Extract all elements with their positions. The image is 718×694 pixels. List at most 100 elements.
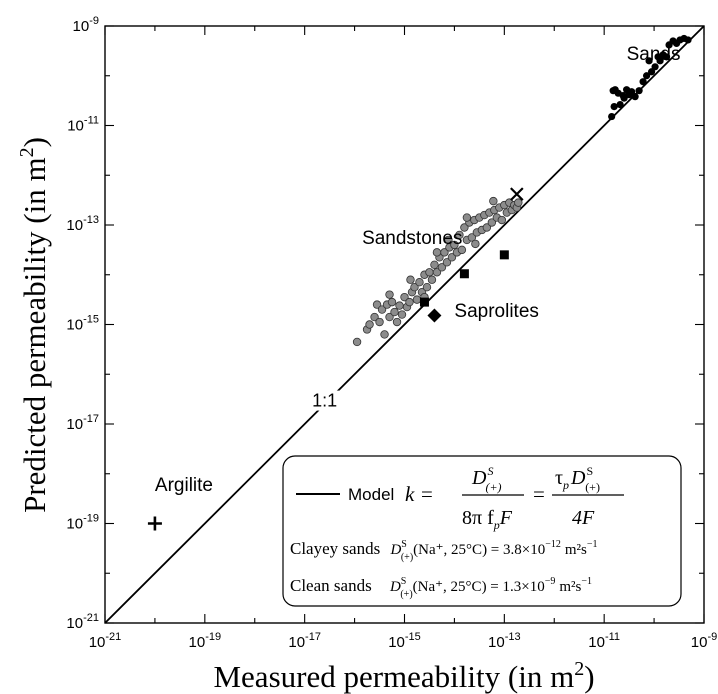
point-argilite <box>147 516 162 531</box>
point-sands <box>662 53 671 61</box>
point-saprolites <box>459 269 469 279</box>
point-sandstones <box>444 235 453 245</box>
formula-den2: 4F <box>572 507 595 529</box>
point-sandstones <box>395 301 404 310</box>
legend: Model k = DS (+) 8π fpF = τp DS (+) 4F Clay… <box>282 455 682 607</box>
point-sandstones <box>397 310 407 319</box>
point-sandstones <box>422 282 432 292</box>
x-tick-label: 10-13 <box>488 631 521 651</box>
point-x-cross <box>510 187 524 201</box>
point-sandstones <box>392 317 402 327</box>
point-sandstones <box>462 213 472 222</box>
point-sands <box>635 87 643 95</box>
y-tick-label: 10-13 <box>66 214 99 234</box>
x-tick-label: 10-15 <box>388 631 421 651</box>
point-sands <box>684 36 692 44</box>
x-tick-label: 10-17 <box>288 631 321 651</box>
point-sandstones <box>385 312 394 322</box>
y-axis-label: Predicted permeability (in m2) <box>16 137 52 513</box>
point-sandstones <box>425 268 434 277</box>
point-sandstones <box>370 312 379 322</box>
point-sandstones <box>514 198 523 207</box>
point-sands <box>609 87 617 95</box>
point-sandstones <box>497 215 507 225</box>
point-sandstones <box>455 230 464 240</box>
point-sandstones <box>489 196 498 206</box>
data-points <box>147 34 692 531</box>
x-tick-label: 10-21 <box>89 631 122 651</box>
point-sands <box>608 112 616 121</box>
y-tick-label: 10-9 <box>73 15 99 35</box>
y-tick-label: 10-19 <box>66 513 99 533</box>
legend-row-clayey: Clayey sands DS (+)(Na⁺, 25°C) = 3.8×10−1… <box>290 539 598 563</box>
point-sands <box>656 57 664 65</box>
point-sands <box>620 94 628 102</box>
formula-den1: 8π fpF <box>462 507 513 532</box>
y-axis-label-text: Predicted permeability (in m <box>17 157 52 513</box>
point-sands <box>651 63 659 71</box>
y-axis-label-sup: 2 <box>16 147 38 157</box>
point-sandstones <box>471 239 480 249</box>
point-sands <box>642 72 651 80</box>
x-tick-label: 10-9 <box>691 631 717 651</box>
point-sandstones <box>487 218 497 227</box>
y-tick-label: 10-11 <box>67 115 99 135</box>
legend-row-clean: Clean sands DS (+)(Na⁺, 25°C) = 1.3×10−9 m… <box>290 576 592 600</box>
point-sandstones <box>427 275 437 284</box>
point-sandstones <box>387 297 397 307</box>
formula-lhs: k = <box>405 482 434 506</box>
point-sands <box>616 101 624 109</box>
axis-ticks: 10-21 10-19 10-17 10-15 10-13 10-11 10-9 10-21 1… <box>66 15 717 651</box>
one-to-one-line-path <box>105 26 704 623</box>
x-axis-label: Measured permeability (in m2) <box>213 658 594 694</box>
point-sandstones <box>372 300 382 309</box>
formula-num1: DS (+) <box>471 464 502 494</box>
legend-formula: k = DS (+) 8π fpF = τp DS (+) 4F <box>405 464 624 532</box>
point-sandstones <box>432 268 442 277</box>
annotation-saprolites: Saprolites <box>454 301 538 322</box>
point-saprolites <box>499 250 509 260</box>
point-sandstones <box>432 248 442 257</box>
point-sandstones <box>412 295 422 304</box>
point-sands <box>610 102 618 111</box>
point-sandstones <box>450 240 459 250</box>
point-sandstones <box>352 337 362 347</box>
point-saprolites <box>419 297 429 307</box>
point-sandstones <box>405 297 414 307</box>
formula-eq2: = <box>533 482 545 506</box>
point-sandstones <box>415 278 424 287</box>
x-axis-label-text: Measured permeability (in m <box>213 659 574 694</box>
legend-box <box>282 455 682 607</box>
one-to-one-label-bg <box>310 390 341 411</box>
point-sandstones <box>380 330 389 339</box>
point-sandstones <box>400 292 409 302</box>
point-sandstones <box>457 245 467 255</box>
point-sandstones <box>406 275 415 284</box>
x-tick-label: 10-11 <box>588 631 620 651</box>
point-sandstones <box>377 305 387 314</box>
point-sands <box>639 78 647 86</box>
annotation-sandstones: Sandstones <box>362 228 462 249</box>
point-black-diamond <box>427 308 442 323</box>
y-axis-label-end: ) <box>17 137 52 147</box>
point-sandstones <box>447 253 457 262</box>
point-sandstones <box>390 307 399 317</box>
one-to-one-line <box>105 26 704 623</box>
annotation-1-1: 1:1 <box>312 391 337 411</box>
annotation-argilite: Argilite <box>155 475 213 496</box>
point-sandstones <box>410 282 419 292</box>
formula-num2: τp DS (+) <box>555 464 600 494</box>
point-sandstones <box>437 263 447 272</box>
point-sandstones <box>482 223 492 232</box>
point-sandstones <box>460 223 469 232</box>
point-sandstones <box>375 317 384 327</box>
y-tick-label: 10-17 <box>66 413 99 433</box>
point-sands <box>645 57 653 65</box>
x-axis-label-end: ) <box>584 659 594 694</box>
legend-model-label: Model <box>348 485 394 504</box>
point-sandstones <box>385 290 394 299</box>
annotations: Sands Sandstones Saprolites Argilite 1:1 <box>155 44 681 496</box>
point-sandstones <box>430 260 439 269</box>
point-sandstones <box>442 258 452 267</box>
